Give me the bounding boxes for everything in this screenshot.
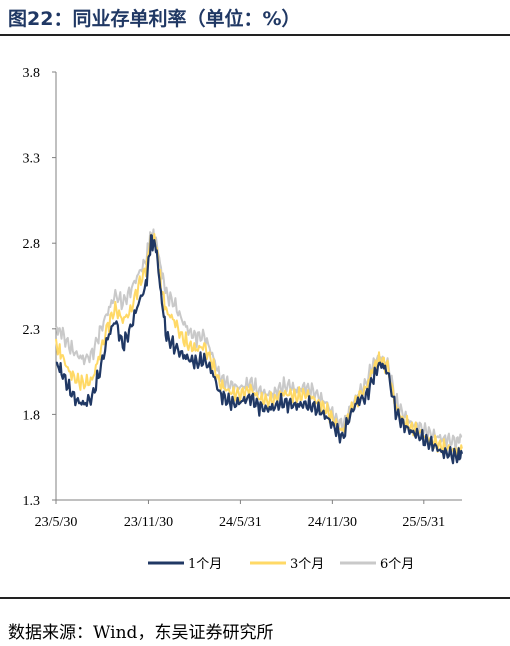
x-tick-label-2: 24/5/31 bbox=[219, 515, 262, 530]
x-tick-label-0: 23/5/30 bbox=[35, 515, 78, 530]
y-tick-label-4: 1.8 bbox=[23, 408, 41, 423]
y-tick-label-0: 3.8 bbox=[23, 66, 41, 81]
y-tick-label-2: 2.8 bbox=[23, 237, 41, 252]
x-tick-label-1: 23/11/30 bbox=[124, 515, 173, 530]
series-line-1个月 bbox=[55, 234, 464, 465]
y-tick-label-5: 1.3 bbox=[23, 494, 41, 509]
chart-title: 图22：同业存单利率（单位：%） bbox=[8, 8, 301, 30]
y-tick-label-3: 2.3 bbox=[23, 323, 41, 338]
x-tick-label-3: 24/11/30 bbox=[308, 515, 357, 530]
x-tick-label-4: 25/5/31 bbox=[402, 515, 445, 530]
source-note: 数据来源：Wind，东吴证券研究所 bbox=[8, 623, 274, 643]
legend-label-0: 1个月 bbox=[188, 557, 222, 572]
source-rule bbox=[0, 597, 510, 599]
line-chart: 3.8 3.3 2.8 2.3 1.8 1.3 23/5/30 23/11/30 24/5/31… bbox=[23, 66, 464, 572]
legend-label-1: 3个月 bbox=[290, 557, 324, 572]
title-rule bbox=[0, 34, 510, 36]
y-tick-label-1: 3.3 bbox=[23, 152, 41, 167]
legend-label-2: 6个月 bbox=[380, 557, 414, 572]
